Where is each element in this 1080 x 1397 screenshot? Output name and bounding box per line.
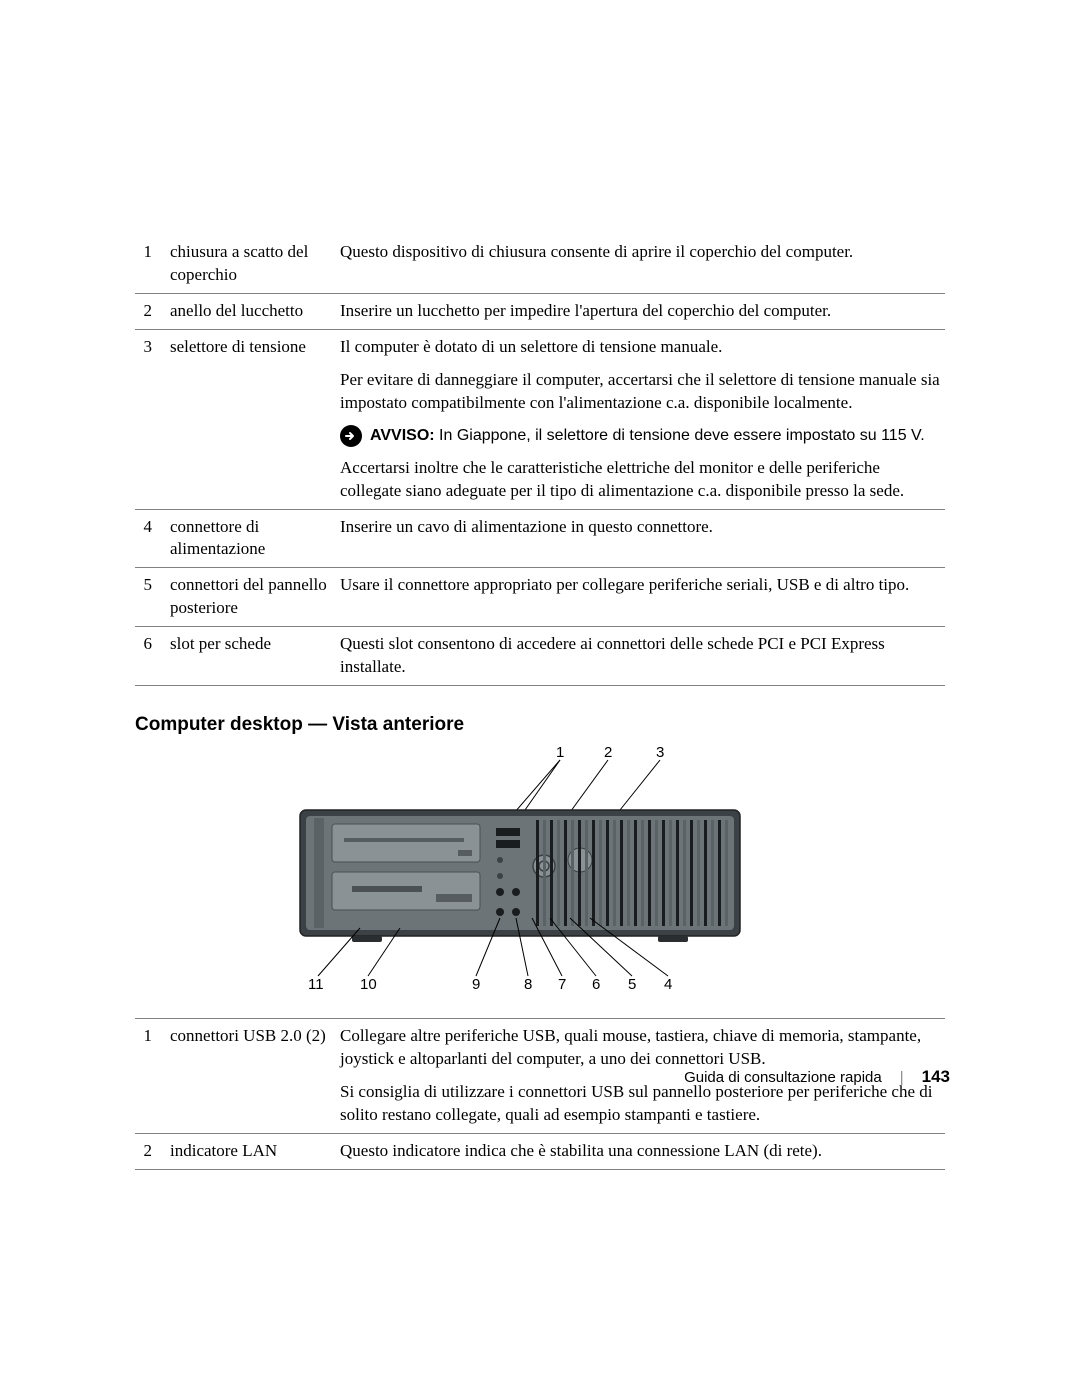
callout-10: 10 <box>360 976 377 993</box>
callout-3: 3 <box>656 744 664 761</box>
table-row: 2indicatore LANQuesto indicatore indica … <box>135 1133 945 1169</box>
table-row: 2anello del lucchettoInserire un lucchet… <box>135 293 945 329</box>
row-number: 1 <box>135 1019 170 1134</box>
row-description: Usare il connettore appropriato per coll… <box>340 568 945 627</box>
row-term: anello del lucchetto <box>170 293 340 329</box>
table-row: 6slot per schedeQuesti slot consentono d… <box>135 627 945 686</box>
row-description: Inserire un lucchetto per impedire l'ape… <box>340 293 945 329</box>
table-row: 3selettore di tensioneIl computer è dota… <box>135 329 945 509</box>
row-number: 6 <box>135 627 170 686</box>
row-description: Questi slot consentono di accedere ai co… <box>340 627 945 686</box>
desc-paragraph: Questo dispositivo di chiusura consente … <box>340 241 945 264</box>
table-row: 4connettore di alimentazioneInserire un … <box>135 509 945 568</box>
desc-paragraph: Usare il connettore appropriato per coll… <box>340 574 945 597</box>
row-number: 2 <box>135 293 170 329</box>
diagram-container: 1 2 3 11 10 9 8 7 6 5 4 <box>135 748 945 998</box>
reference-table-1: 1chiusura a scatto del coperchioQuesto d… <box>135 235 945 686</box>
row-number: 2 <box>135 1133 170 1169</box>
row-number: 5 <box>135 568 170 627</box>
callout-6: 6 <box>592 976 600 993</box>
callout-9: 9 <box>472 976 480 993</box>
row-description: Il computer è dotato di un selettore di … <box>340 329 945 509</box>
callout-2: 2 <box>604 744 612 761</box>
callout-8: 8 <box>524 976 532 993</box>
footer-title: Guida di consultazione rapida <box>684 1069 882 1086</box>
row-term: chiusura a scatto del coperchio <box>170 235 340 293</box>
computer-front-diagram: 1 2 3 11 10 9 8 7 6 5 4 <box>260 748 820 998</box>
avviso-notice: AVVISO: In Giappone, il selettore di ten… <box>340 425 945 447</box>
callout-11: 11 <box>308 976 324 993</box>
avviso-text: AVVISO: In Giappone, il selettore di ten… <box>370 425 925 447</box>
callout-5: 5 <box>628 976 636 993</box>
row-description: Inserire un cavo di alimentazione in que… <box>340 509 945 568</box>
row-number: 3 <box>135 329 170 509</box>
desc-paragraph: Collegare altre periferiche USB, quali m… <box>340 1025 945 1071</box>
section-heading: Computer desktop — Vista anteriore <box>135 714 945 736</box>
row-description: Questo indicatore indica che è stabilita… <box>340 1133 945 1169</box>
row-term: selettore di tensione <box>170 329 340 509</box>
row-term: slot per schede <box>170 627 340 686</box>
desc-paragraph: Si consiglia di utilizzare i connettori … <box>340 1081 945 1127</box>
callout-4: 4 <box>664 976 672 993</box>
row-term: connettore di alimentazione <box>170 509 340 568</box>
desc-paragraph: Questo indicatore indica che è stabilita… <box>340 1140 945 1163</box>
callout-7: 7 <box>558 976 566 993</box>
page-number: 143 <box>922 1067 950 1087</box>
computer-svg <box>260 748 820 998</box>
callout-1: 1 <box>556 744 564 761</box>
reference-table-2: 1connettori USB 2.0 (2)Collegare altre p… <box>135 1018 945 1170</box>
row-number: 1 <box>135 235 170 293</box>
row-term: indicatore LAN <box>170 1133 340 1169</box>
row-term: connettori del pannello posteriore <box>170 568 340 627</box>
table-row: 5connettori del pannello posterioreUsare… <box>135 568 945 627</box>
desc-paragraph: Il computer è dotato di un selettore di … <box>340 336 945 359</box>
footer-separator: | <box>900 1069 904 1086</box>
row-term: connettori USB 2.0 (2) <box>170 1019 340 1134</box>
table-row: 1chiusura a scatto del coperchioQuesto d… <box>135 235 945 293</box>
row-number: 4 <box>135 509 170 568</box>
desc-paragraph: Inserire un cavo di alimentazione in que… <box>340 516 945 539</box>
desc-paragraph: Inserire un lucchetto per impedire l'ape… <box>340 300 945 323</box>
desc-paragraph: Per evitare di danneggiare il computer, … <box>340 369 945 415</box>
desc-paragraph: Questi slot consentono di accedere ai co… <box>340 633 945 679</box>
desc-paragraph: Accertarsi inoltre che le caratteristich… <box>340 457 945 503</box>
row-description: Questo dispositivo di chiusura consente … <box>340 235 945 293</box>
page-footer: Guida di consultazione rapida | 143 <box>684 1067 950 1087</box>
arrow-right-circle-icon <box>340 425 362 447</box>
avviso-label: AVVISO: <box>370 427 439 444</box>
